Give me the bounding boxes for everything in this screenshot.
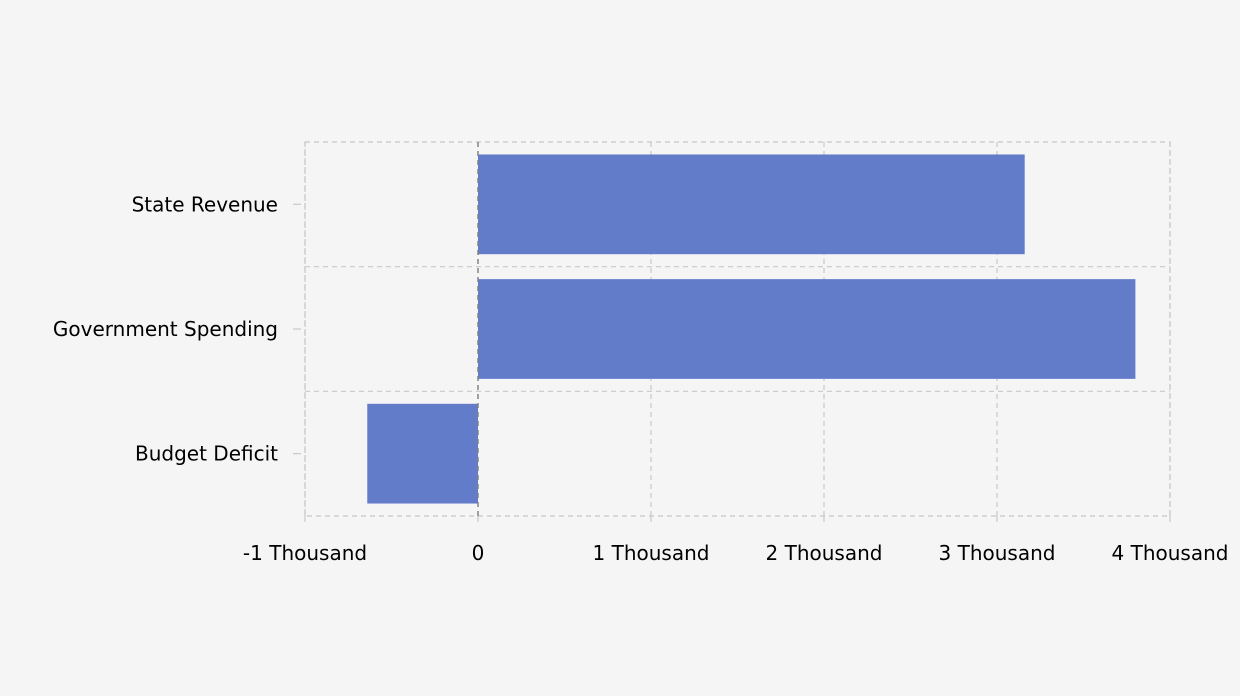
y-axis-labels: State Revenue Government Spending Budget D…: [53, 192, 301, 466]
x-tick-label: 2 Thousand: [766, 541, 883, 565]
y-tick-label: State Revenue: [132, 192, 278, 216]
bar-state-revenue: [478, 154, 1025, 255]
grid-lines: [304, 141, 1171, 522]
y-tick-label: Budget Deficit: [135, 442, 278, 466]
x-tick-label: 0: [472, 541, 485, 565]
bars: [367, 154, 1136, 504]
y-tick-label: Government Spending: [53, 317, 278, 341]
bar-budget-deficit: [367, 403, 478, 504]
bar-government-spending: [478, 279, 1136, 379]
x-tick-label: 3 Thousand: [939, 541, 1056, 565]
x-tick-label: -1 Thousand: [243, 541, 367, 565]
x-tick-label: 1 Thousand: [593, 541, 710, 565]
x-axis-labels: -1 Thousand 0 1 Thousand 2 Thousand 3 Thousa…: [243, 541, 1229, 565]
plot-frame: [304, 141, 1171, 517]
x-tick-label: 4 Thousand: [1112, 541, 1229, 565]
